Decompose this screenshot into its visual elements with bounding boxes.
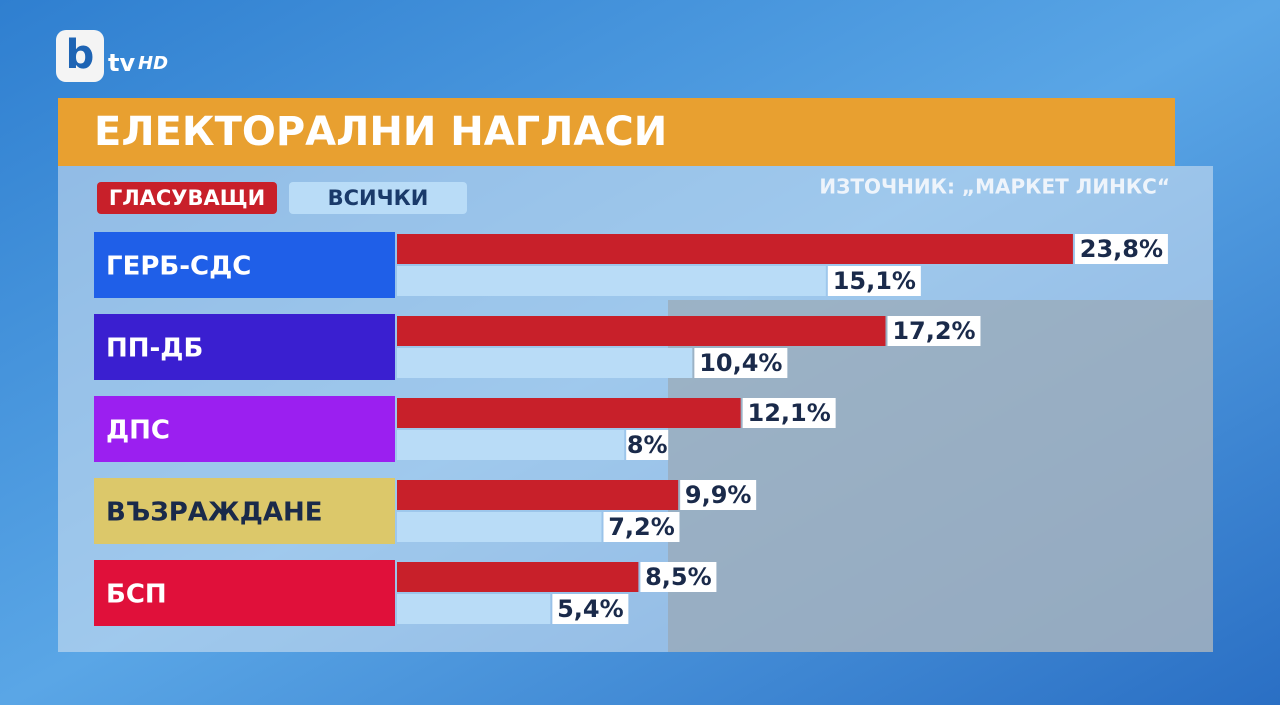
value-label-box	[742, 398, 836, 428]
title-banner	[58, 98, 1175, 166]
logo-b: b	[66, 32, 95, 78]
bar	[397, 316, 886, 346]
bar	[397, 266, 826, 296]
bar	[397, 234, 1073, 264]
value-label-box	[887, 316, 981, 346]
bar	[397, 562, 639, 592]
value-label: 17,2%	[892, 317, 975, 345]
value-label: 10,4%	[699, 349, 782, 377]
value-label: 23,8%	[1080, 235, 1163, 263]
bar	[397, 430, 625, 460]
category-label: ГЕРБ-СДС	[106, 252, 251, 282]
source: ИЗТОЧНИК: „МАРКЕТ ЛИНКС“	[819, 175, 1170, 199]
value-label: 8,5%	[645, 563, 712, 591]
category-box	[94, 232, 395, 298]
bar	[397, 398, 741, 428]
value-label: 5,4%	[557, 595, 624, 623]
legend-label: ВСИЧКИ	[328, 186, 429, 210]
chart-title: ЕЛЕКТОРАЛНИ НАГЛАСИ	[94, 109, 667, 155]
category-label: ПП-ДБ	[106, 334, 203, 364]
category-label: БСП	[106, 580, 167, 610]
category-label: ВЪЗРАЖДАНЕ	[106, 498, 323, 528]
value-label: 8%	[627, 431, 668, 459]
category-box	[94, 478, 395, 544]
value-label-box	[626, 430, 669, 460]
bar	[397, 480, 679, 510]
value-label: 7,2%	[608, 513, 675, 541]
bar	[397, 348, 693, 378]
category-label: ДПС	[106, 416, 170, 446]
value-label-box	[827, 266, 921, 296]
category-box	[94, 396, 395, 462]
category-box	[94, 560, 395, 626]
bar	[397, 512, 602, 542]
logo-hd: HD	[138, 53, 168, 74]
value-label-box	[680, 480, 757, 510]
value-label: 12,1%	[748, 399, 831, 427]
value-label-box	[603, 512, 680, 542]
category-box	[94, 314, 395, 380]
value-label: 15,1%	[833, 267, 916, 295]
value-label-box	[1074, 234, 1168, 264]
legend-swatch	[97, 182, 277, 214]
legend-label: ГЛАСУВАЩИ	[109, 186, 265, 210]
value-label-box	[640, 562, 717, 592]
legend-swatch	[289, 182, 467, 214]
bar	[397, 594, 551, 624]
logo-tv: tv	[108, 49, 135, 77]
value-label: 9,9%	[685, 481, 752, 509]
logo-box	[56, 30, 104, 82]
value-label-box	[694, 348, 788, 378]
value-label-box	[552, 594, 629, 624]
